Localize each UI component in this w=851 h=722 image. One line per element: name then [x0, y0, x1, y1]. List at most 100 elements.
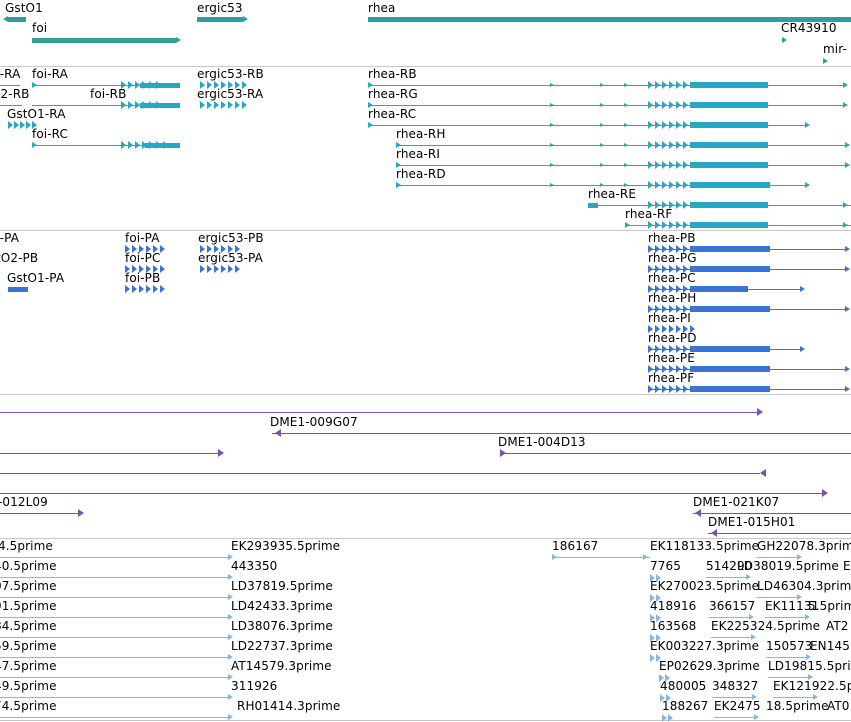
est-label[interactable]: 311926 — [231, 679, 278, 693]
transcript-intron — [368, 105, 843, 106]
est-label[interactable]: 186167 — [552, 539, 599, 553]
transcript-label[interactable]: GstO1-RA — [7, 107, 66, 121]
est-label[interactable]: EK2475 — [714, 699, 761, 713]
est-label[interactable]: 150573 — [766, 639, 813, 653]
est-label[interactable]: AT14579.3prime — [231, 659, 332, 673]
est-label[interactable]: E — [843, 559, 851, 573]
est-label[interactable]: 163568 — [650, 619, 697, 633]
protein-segment — [669, 385, 674, 393]
protein-label[interactable]: foi-PA — [125, 231, 160, 245]
est-label[interactable]: 59.5prime — [0, 639, 57, 653]
transcript-exon — [396, 182, 401, 188]
protein-label[interactable]: rhea-PE — [648, 351, 695, 365]
est-label[interactable]: AT0 — [827, 699, 850, 713]
est-label[interactable]: EK270023.5prime — [650, 579, 760, 593]
protein-label[interactable]: rhea-PB — [648, 231, 696, 245]
protein-segment — [690, 266, 770, 272]
est-label[interactable]: EK121922.5prime — [773, 679, 851, 693]
est-label[interactable]: LD38019.5prime — [737, 559, 839, 573]
est-label[interactable]: AT2 — [826, 619, 849, 633]
protein-label[interactable]: 2-PA — [0, 231, 20, 245]
protein-label[interactable]: rhea-PD — [648, 331, 697, 345]
bac-clone-label[interactable]: DME1-015H01 — [708, 515, 796, 529]
est-label[interactable]: 366157 — [709, 599, 756, 613]
transcript-label[interactable]: ergic53-RB — [197, 67, 264, 81]
transcript-label[interactable]: rhea-RB — [368, 67, 417, 81]
protein-label[interactable]: foi-PC — [125, 251, 161, 265]
gene-label[interactable]: ergic53 — [197, 1, 243, 15]
est-label[interactable]: 188267 — [662, 699, 709, 713]
est-label[interactable]: 418916 — [650, 599, 697, 613]
est-label[interactable]: LD19815.5prime — [768, 659, 851, 673]
protein-label[interactable]: rhea-PG — [648, 251, 697, 265]
protein-label[interactable]: rhea-PC — [648, 271, 696, 285]
est-label[interactable]: 443350 — [231, 559, 278, 573]
est-label[interactable]: 480005 — [660, 679, 707, 693]
transcript-label[interactable]: rhea-RI — [396, 147, 440, 161]
est-label[interactable]: EK118133.5prime — [650, 539, 760, 553]
est-label[interactable]: LD22737.3prime — [231, 639, 333, 653]
protein-label[interactable]: foi-PB — [125, 271, 161, 285]
est-label[interactable]: LD37819.5prime — [231, 579, 333, 593]
transcript-label[interactable]: rhea-RC — [368, 107, 417, 121]
transcript-label[interactable]: rhea-RG — [368, 87, 418, 101]
est-label[interactable]: 514290 — [706, 559, 753, 573]
est-label[interactable]: 18.5prime — [766, 699, 829, 713]
est-label[interactable]: RH01414.3prime — [237, 699, 341, 713]
transcript-label[interactable]: 2-RA — [0, 67, 21, 81]
protein-label[interactable]: ergic53-PA — [198, 251, 263, 265]
est-alignment — [0, 717, 228, 718]
bac-clone-label[interactable]: DME1-021K07 — [693, 495, 780, 509]
est-label[interactable]: EK11131 — [765, 599, 820, 613]
est-label[interactable]: LD46304.3prim — [757, 579, 851, 593]
transcript-label[interactable]: foi-RC — [32, 127, 68, 141]
protein-label[interactable]: rhea-PI — [648, 311, 691, 325]
est-label[interactable]: EK003227.3prime — [650, 639, 760, 653]
est-label[interactable]: 47.5prime — [0, 659, 57, 673]
transcript-exon — [676, 161, 681, 169]
protein-label[interactable]: GstO1-PA — [7, 271, 65, 285]
protein-segment — [683, 265, 688, 273]
est-label[interactable]: EK225324.5prime — [711, 619, 821, 633]
est-label[interactable]: 348327 — [712, 679, 759, 693]
est-label[interactable]: 49.5prime — [0, 679, 57, 693]
transcript-label[interactable]: rhea-RE — [588, 187, 637, 201]
transcript-label[interactable]: foi-RB — [90, 87, 127, 101]
est-label[interactable]: 07.5prime — [0, 579, 57, 593]
protein-label[interactable]: ergic53-PB — [198, 231, 264, 245]
transcript-label[interactable]: foi-RA — [32, 67, 68, 81]
est-label[interactable]: 74.5prime — [0, 699, 57, 713]
est-label[interactable]: 5.5prim — [808, 599, 851, 613]
est-label[interactable]: GH22078.3prime — [757, 539, 851, 553]
protein-label[interactable]: rhea-PH — [648, 291, 697, 305]
transcript-exon — [32, 142, 37, 148]
est-label[interactable]: 84.5prime — [0, 619, 57, 633]
est-label[interactable]: LD38076.3prime — [231, 619, 333, 633]
protein-label[interactable]: tO2-PB — [0, 251, 39, 265]
est-label[interactable]: EN145 — [810, 639, 850, 653]
gene-label[interactable]: CR43910 — [781, 21, 837, 35]
transcript-label[interactable]: O2-RB — [0, 87, 30, 101]
transcript-label[interactable]: rhea-RF — [625, 207, 673, 221]
bac-clone-label[interactable]: DME1-004D13 — [498, 435, 586, 449]
transcript-exon — [683, 101, 688, 109]
bac-clone-label[interactable]: -012L09 — [0, 495, 48, 509]
est-label[interactable]: 40.5prime — [0, 559, 57, 573]
est-label[interactable]: 4.5prime — [0, 539, 53, 553]
gene-label[interactable]: foi — [32, 21, 48, 35]
transcript-label[interactable]: rhea-RH — [396, 127, 446, 141]
est-label[interactable]: EK293935.5prime — [231, 539, 341, 553]
est-label[interactable]: EP02629.3prime — [659, 659, 760, 673]
transcript-exon — [669, 201, 674, 209]
est-label[interactable]: 91.5prime — [0, 599, 57, 613]
gene-label[interactable]: mir- — [823, 42, 847, 56]
gene-label[interactable]: GstO1 — [5, 1, 43, 15]
gene-label[interactable]: rhea — [368, 1, 396, 15]
transcript-label[interactable]: ergic53-RA — [197, 87, 264, 101]
est-label[interactable]: LD42433.3prime — [231, 599, 333, 613]
transcript-label[interactable]: rhea-RD — [396, 167, 446, 181]
protein-label[interactable]: rhea-PF — [648, 371, 695, 385]
strand-arrow — [243, 16, 248, 22]
bac-clone-label[interactable]: DME1-009G07 — [270, 415, 358, 429]
est-label[interactable]: 7765 — [650, 559, 681, 573]
